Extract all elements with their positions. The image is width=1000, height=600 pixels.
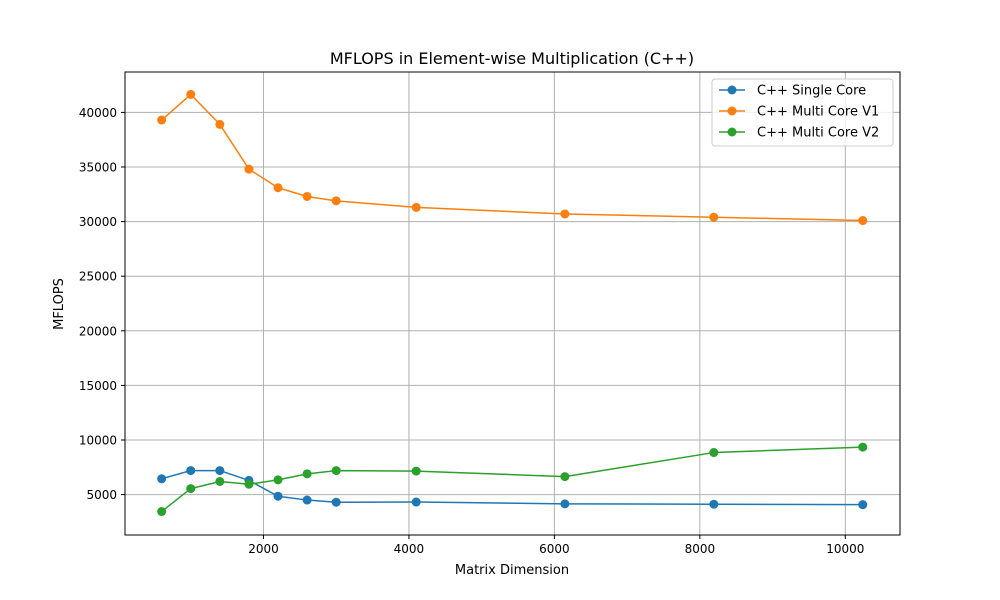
series-1 (157, 466, 868, 510)
data-point (709, 212, 719, 222)
series-2 (157, 89, 868, 226)
legend-marker (727, 127, 737, 137)
data-point (411, 202, 421, 212)
data-point (273, 491, 283, 501)
data-point (560, 209, 570, 219)
data-point (411, 466, 421, 476)
data-point (215, 119, 225, 129)
legend-label: C++ Multi Core V1 (757, 105, 879, 120)
data-point (560, 499, 570, 509)
y-tick-label: 15000 (79, 379, 117, 393)
y-tick-label: 35000 (79, 161, 117, 175)
data-point (411, 497, 421, 507)
plot-frame (124, 71, 901, 536)
y-tick-label: 25000 (79, 270, 117, 284)
x-tick-label: 10000 (826, 542, 864, 556)
y-tick-label: 30000 (79, 215, 117, 229)
x-axis-label: Matrix Dimension (455, 563, 569, 578)
grid (125, 72, 900, 535)
y-tick-label: 5000 (86, 488, 117, 502)
y-tick-label: 10000 (79, 433, 117, 447)
data-point (858, 442, 868, 452)
y-tick-label: 40000 (79, 106, 117, 120)
data-point (302, 495, 312, 505)
legend: C++ Single Core C++ Multi Core V1 C++ Mult… (711, 78, 894, 147)
data-point (331, 466, 341, 476)
data-point (858, 500, 868, 510)
data-point (157, 474, 167, 484)
x-tick-label: 6000 (539, 542, 570, 556)
data-point (157, 507, 167, 517)
y-tick-label: 20000 (79, 324, 117, 338)
data-point (858, 216, 868, 226)
data-point (302, 191, 312, 201)
data-point (244, 479, 254, 489)
axis-ticks: 2000 4000 6000 8000 10000 5000 10000 15000 20000… (79, 106, 865, 556)
data-point (215, 466, 225, 476)
series-layer (157, 89, 868, 517)
y-axis-label: MFLOPS (52, 278, 67, 330)
x-tick-label: 8000 (685, 542, 716, 556)
data-point (186, 89, 196, 99)
data-point (331, 196, 341, 206)
data-point (709, 499, 719, 509)
series-3 (157, 442, 868, 517)
x-tick-label: 2000 (248, 542, 279, 556)
data-point (215, 476, 225, 486)
legend-marker (727, 106, 737, 116)
data-point (186, 466, 196, 476)
data-point (273, 475, 283, 485)
data-point (709, 448, 719, 458)
x-tick-label: 4000 (394, 542, 425, 556)
data-point (302, 469, 312, 479)
chart-title: MFLOPS in Element-wise Multiplication (C… (330, 49, 694, 68)
data-point (157, 115, 167, 125)
data-point (186, 484, 196, 494)
legend-label: C++ Single Core (757, 84, 866, 99)
data-point (244, 164, 254, 174)
data-point (331, 497, 341, 507)
legend-box (711, 78, 894, 147)
legend-marker (727, 85, 737, 95)
legend-label: C++ Multi Core V2 (757, 126, 879, 141)
data-point (560, 472, 570, 482)
data-point (273, 183, 283, 193)
